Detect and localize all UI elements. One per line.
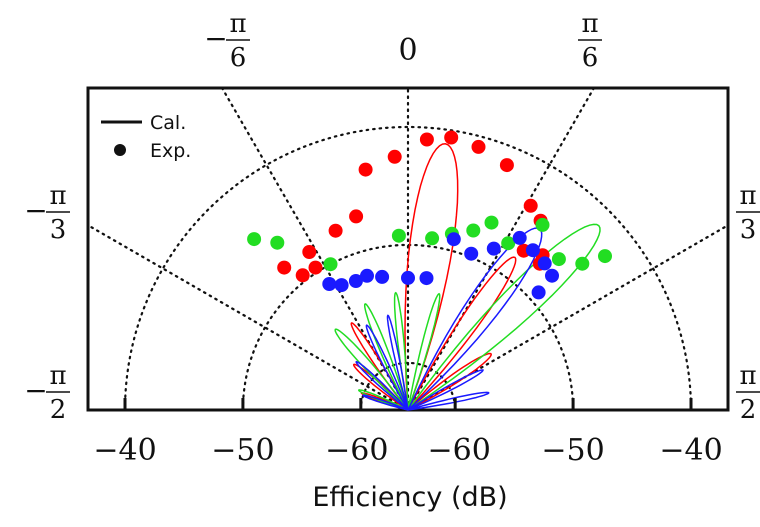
green-calc-lobe bbox=[407, 223, 601, 411]
x-tick-label: −60 bbox=[325, 433, 388, 468]
angle-tick-den: 2 bbox=[740, 395, 757, 425]
red-calc-lobe bbox=[350, 322, 409, 411]
green-exp-point bbox=[484, 215, 499, 230]
angle-tick-sign: − bbox=[24, 194, 47, 227]
green-exp-point bbox=[323, 257, 338, 272]
legend-dot-marker bbox=[114, 144, 126, 156]
blue-exp-point bbox=[464, 246, 479, 261]
angle-tick-den: 2 bbox=[50, 395, 67, 425]
green-calc-lobe bbox=[358, 389, 409, 411]
red-calc-lobe bbox=[407, 352, 492, 411]
blue-exp-point bbox=[531, 285, 546, 300]
blue-exp-point bbox=[525, 243, 540, 258]
angle-tick-den: 3 bbox=[740, 215, 757, 245]
blue-exp-point bbox=[360, 268, 374, 283]
x-tick-label: −50 bbox=[541, 433, 604, 468]
red-exp-point bbox=[295, 268, 310, 283]
blue-exp-point bbox=[486, 241, 501, 256]
angle-tick-label: 0 bbox=[398, 33, 417, 68]
calculated-curves bbox=[334, 143, 601, 411]
blue-calc-lobe bbox=[365, 324, 409, 411]
green-exp-point bbox=[501, 236, 516, 251]
red-exp-point bbox=[444, 130, 459, 145]
red-exp-point bbox=[523, 198, 538, 213]
red-exp-point bbox=[328, 223, 343, 238]
angle-tick-num: π bbox=[739, 361, 756, 391]
angle-tick-num: 0 bbox=[398, 33, 417, 68]
angle-tick-num: π bbox=[49, 181, 66, 211]
red-exp-point bbox=[419, 132, 434, 147]
angle-tick-den: 6 bbox=[582, 43, 599, 73]
green-exp-point bbox=[391, 228, 406, 243]
legend-label-cal: Cal. bbox=[150, 112, 186, 134]
red-exp-point bbox=[358, 162, 373, 177]
green-calc-lobe bbox=[407, 292, 441, 411]
angle-tick-num: π bbox=[229, 9, 246, 39]
blue-calc-lobe bbox=[386, 314, 409, 411]
red-exp-point bbox=[277, 260, 292, 275]
red-exp-point bbox=[499, 158, 514, 173]
blue-exp-point bbox=[322, 277, 337, 291]
legend-label-exp: Exp. bbox=[150, 140, 191, 162]
red-calc-lobe bbox=[407, 256, 517, 411]
red-exp-point bbox=[349, 209, 364, 224]
red-exp-point bbox=[308, 260, 323, 275]
blue-exp-point bbox=[512, 230, 527, 245]
angle-tick-label: π6 bbox=[578, 9, 602, 73]
blue-exp-point bbox=[419, 271, 434, 286]
angle-tick-label: π 3− bbox=[24, 181, 70, 245]
angle-tick-label: π2 bbox=[736, 361, 760, 425]
angle-tick-num: π bbox=[739, 181, 756, 211]
green-exp-point bbox=[551, 252, 566, 267]
blue-exp-point bbox=[537, 256, 552, 271]
x-tick-label: −40 bbox=[93, 433, 156, 468]
blue-calc-lobe bbox=[355, 360, 409, 411]
blue-calc-lobe bbox=[362, 394, 409, 411]
red-exp-point bbox=[387, 149, 402, 164]
blue-exp-point bbox=[375, 269, 390, 284]
green-exp-point bbox=[598, 249, 612, 264]
legend: Cal. Exp. bbox=[101, 112, 191, 162]
green-exp-point bbox=[575, 256, 590, 271]
blue-calc-lobe bbox=[407, 391, 490, 411]
angle-tick-num: π bbox=[581, 9, 598, 39]
green-exp-point bbox=[270, 235, 285, 250]
red-exp-point bbox=[302, 245, 317, 259]
x-tick-label: −40 bbox=[659, 433, 722, 468]
blue-exp-point bbox=[401, 270, 415, 285]
angle-tick-sign: − bbox=[24, 374, 47, 407]
x-tick-label: −60 bbox=[428, 433, 491, 468]
green-exp-point bbox=[535, 217, 550, 232]
grid-spoke bbox=[406, 224, 730, 412]
angle-tick-den: 3 bbox=[50, 215, 67, 245]
green-calc-lobe bbox=[393, 291, 409, 411]
grid-arc bbox=[123, 125, 693, 412]
green-calc-lobe bbox=[363, 303, 409, 411]
red-exp-point bbox=[471, 139, 486, 154]
grid-spoke bbox=[86, 224, 410, 412]
x-axis-label: Efficiency (dB) bbox=[312, 482, 507, 513]
angle-tick-sign: − bbox=[204, 22, 227, 55]
polar-grid bbox=[86, 86, 730, 412]
green-exp-point bbox=[247, 232, 262, 247]
angle-tick-label: π 6− bbox=[204, 9, 250, 73]
x-tick-label: −50 bbox=[211, 433, 274, 468]
angle-tick-label: π3 bbox=[736, 181, 760, 245]
green-exp-point bbox=[425, 231, 440, 246]
angle-tick-label: π 2− bbox=[24, 361, 70, 425]
red-calc-lobe bbox=[404, 143, 459, 411]
blue-calc-lobe bbox=[407, 369, 484, 411]
angle-tick-num: π bbox=[49, 361, 66, 391]
experimental-points bbox=[247, 130, 612, 300]
green-exp-point bbox=[466, 223, 481, 238]
angle-tick-den: 6 bbox=[230, 43, 247, 73]
blue-exp-point bbox=[334, 278, 349, 293]
blue-exp-point bbox=[348, 274, 363, 288]
blue-exp-point bbox=[545, 268, 559, 283]
blue-exp-point bbox=[446, 232, 461, 247]
